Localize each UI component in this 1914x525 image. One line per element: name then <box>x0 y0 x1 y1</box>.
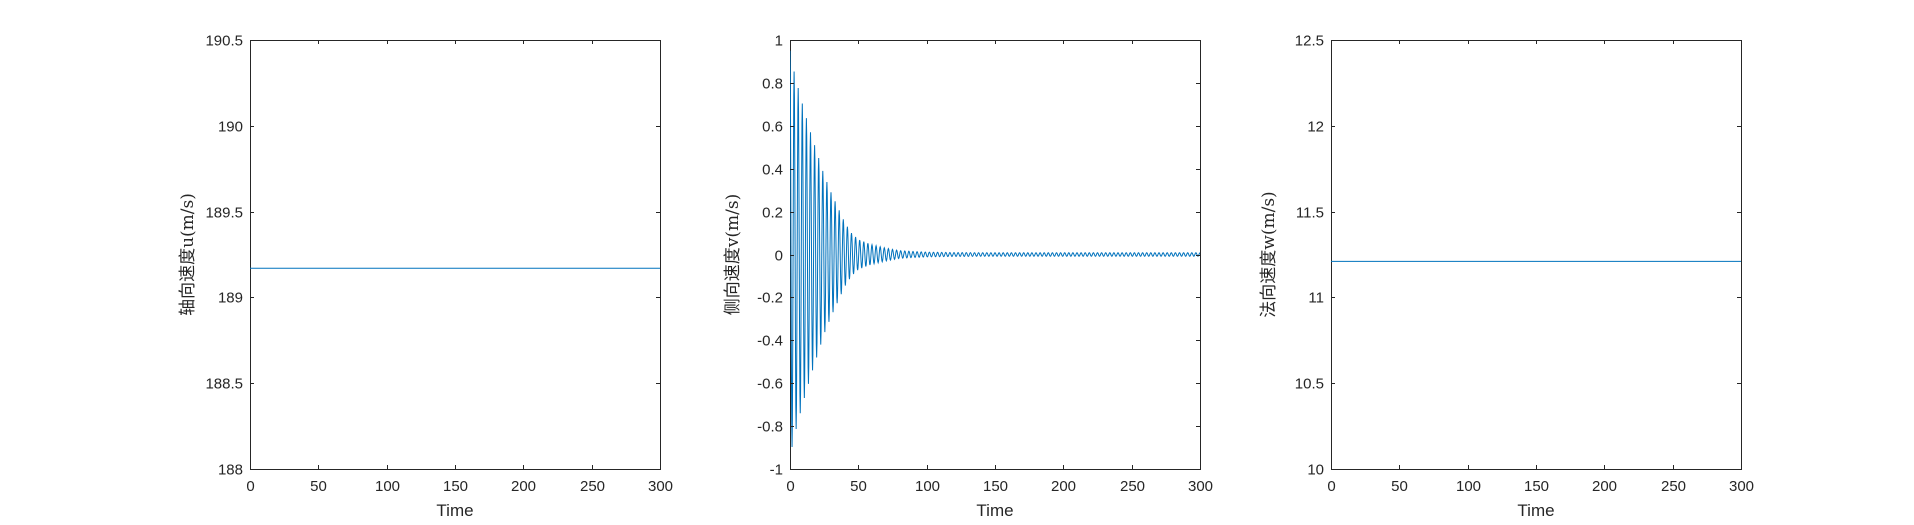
y-tick-label: 188.5 <box>205 376 243 393</box>
x-tick-label: 300 <box>648 478 673 495</box>
x-tick-label: 50 <box>1391 478 1408 495</box>
y-tick-label: 12.5 <box>1295 33 1324 50</box>
x-tick-label: 200 <box>1592 478 1617 495</box>
x-axis-label: Time <box>436 501 473 520</box>
x-tick-label: 100 <box>375 478 400 495</box>
x-tick-label: 200 <box>1051 478 1076 495</box>
plot-area <box>250 40 661 470</box>
y-tick-label: 10 <box>1307 462 1324 479</box>
x-tick-label: 200 <box>511 478 536 495</box>
x-tick-label: 300 <box>1188 478 1213 495</box>
x-tick-label: 0 <box>1327 478 1335 495</box>
y-tick-label: 189.5 <box>205 205 243 222</box>
y-tick-label: 0 <box>775 248 783 265</box>
y-tick-label: 11.5 <box>1296 205 1324 222</box>
x-tick-label: 100 <box>1456 478 1481 495</box>
y-axis-label: 侧向速度v(m/s) <box>723 194 743 315</box>
x-axis-label: Time <box>976 501 1013 520</box>
y-tick-label: 0.4 <box>762 162 783 179</box>
x-tick-label: 100 <box>915 478 940 495</box>
y-tick-label: 190.5 <box>205 33 243 50</box>
x-tick-label: 300 <box>1729 478 1754 495</box>
plot-area <box>1331 40 1742 470</box>
y-axis-label: 法向速度w(m/s) <box>1259 191 1279 317</box>
y-tick-label: -0.4 <box>757 333 783 350</box>
chart-panel-2: 0 50 100 150 200 250 300 -1 -0.8 -0.6 -0.4 -0.2 0 0.2… <box>723 33 1213 521</box>
x-tick-label: 150 <box>983 478 1008 495</box>
x-axis-label: Time <box>1517 501 1554 520</box>
x-tick-label: 0 <box>246 478 254 495</box>
y-tick-label: 12 <box>1307 119 1324 136</box>
x-tick-label: 50 <box>310 478 327 495</box>
y-tick-label: 1 <box>775 33 783 50</box>
x-tick-label: 150 <box>1524 478 1549 495</box>
x-tick-label: 250 <box>580 478 605 495</box>
y-tick-label: 10.5 <box>1295 376 1324 393</box>
y-tick-label: -0.6 <box>757 376 783 393</box>
y-tick-label: 0.8 <box>762 76 783 93</box>
y-tick-label: 0.2 <box>762 205 783 222</box>
chart-panel-1: 0 50 100 150 200 250 300 188 188.5 189 189.5 190 190… <box>178 33 673 521</box>
y-tick-label: -0.2 <box>757 290 783 307</box>
y-tick-label: -1 <box>770 462 783 479</box>
x-tick-label: 0 <box>786 478 794 495</box>
y-tick-label: 188 <box>218 462 243 479</box>
x-tick-label: 50 <box>850 478 867 495</box>
y-tick-label: 189 <box>218 290 243 307</box>
chart-panel-3: 0 50 100 150 200 250 300 10 10.5 11 11.5 12 12.5 Time… <box>1259 33 1754 521</box>
y-axis-label: 轴向速度u(m/s) <box>178 193 198 316</box>
x-tick-label: 250 <box>1120 478 1145 495</box>
y-tick-label: 0.6 <box>762 119 783 136</box>
plot-area <box>790 40 1201 470</box>
y-tick-label: 11 <box>1308 290 1324 307</box>
x-tick-label: 150 <box>443 478 468 495</box>
y-tick-label: -0.8 <box>757 419 783 436</box>
series-line-1 <box>790 50 1201 448</box>
x-tick-label: 250 <box>1661 478 1686 495</box>
y-tick-label: 190 <box>218 119 243 136</box>
